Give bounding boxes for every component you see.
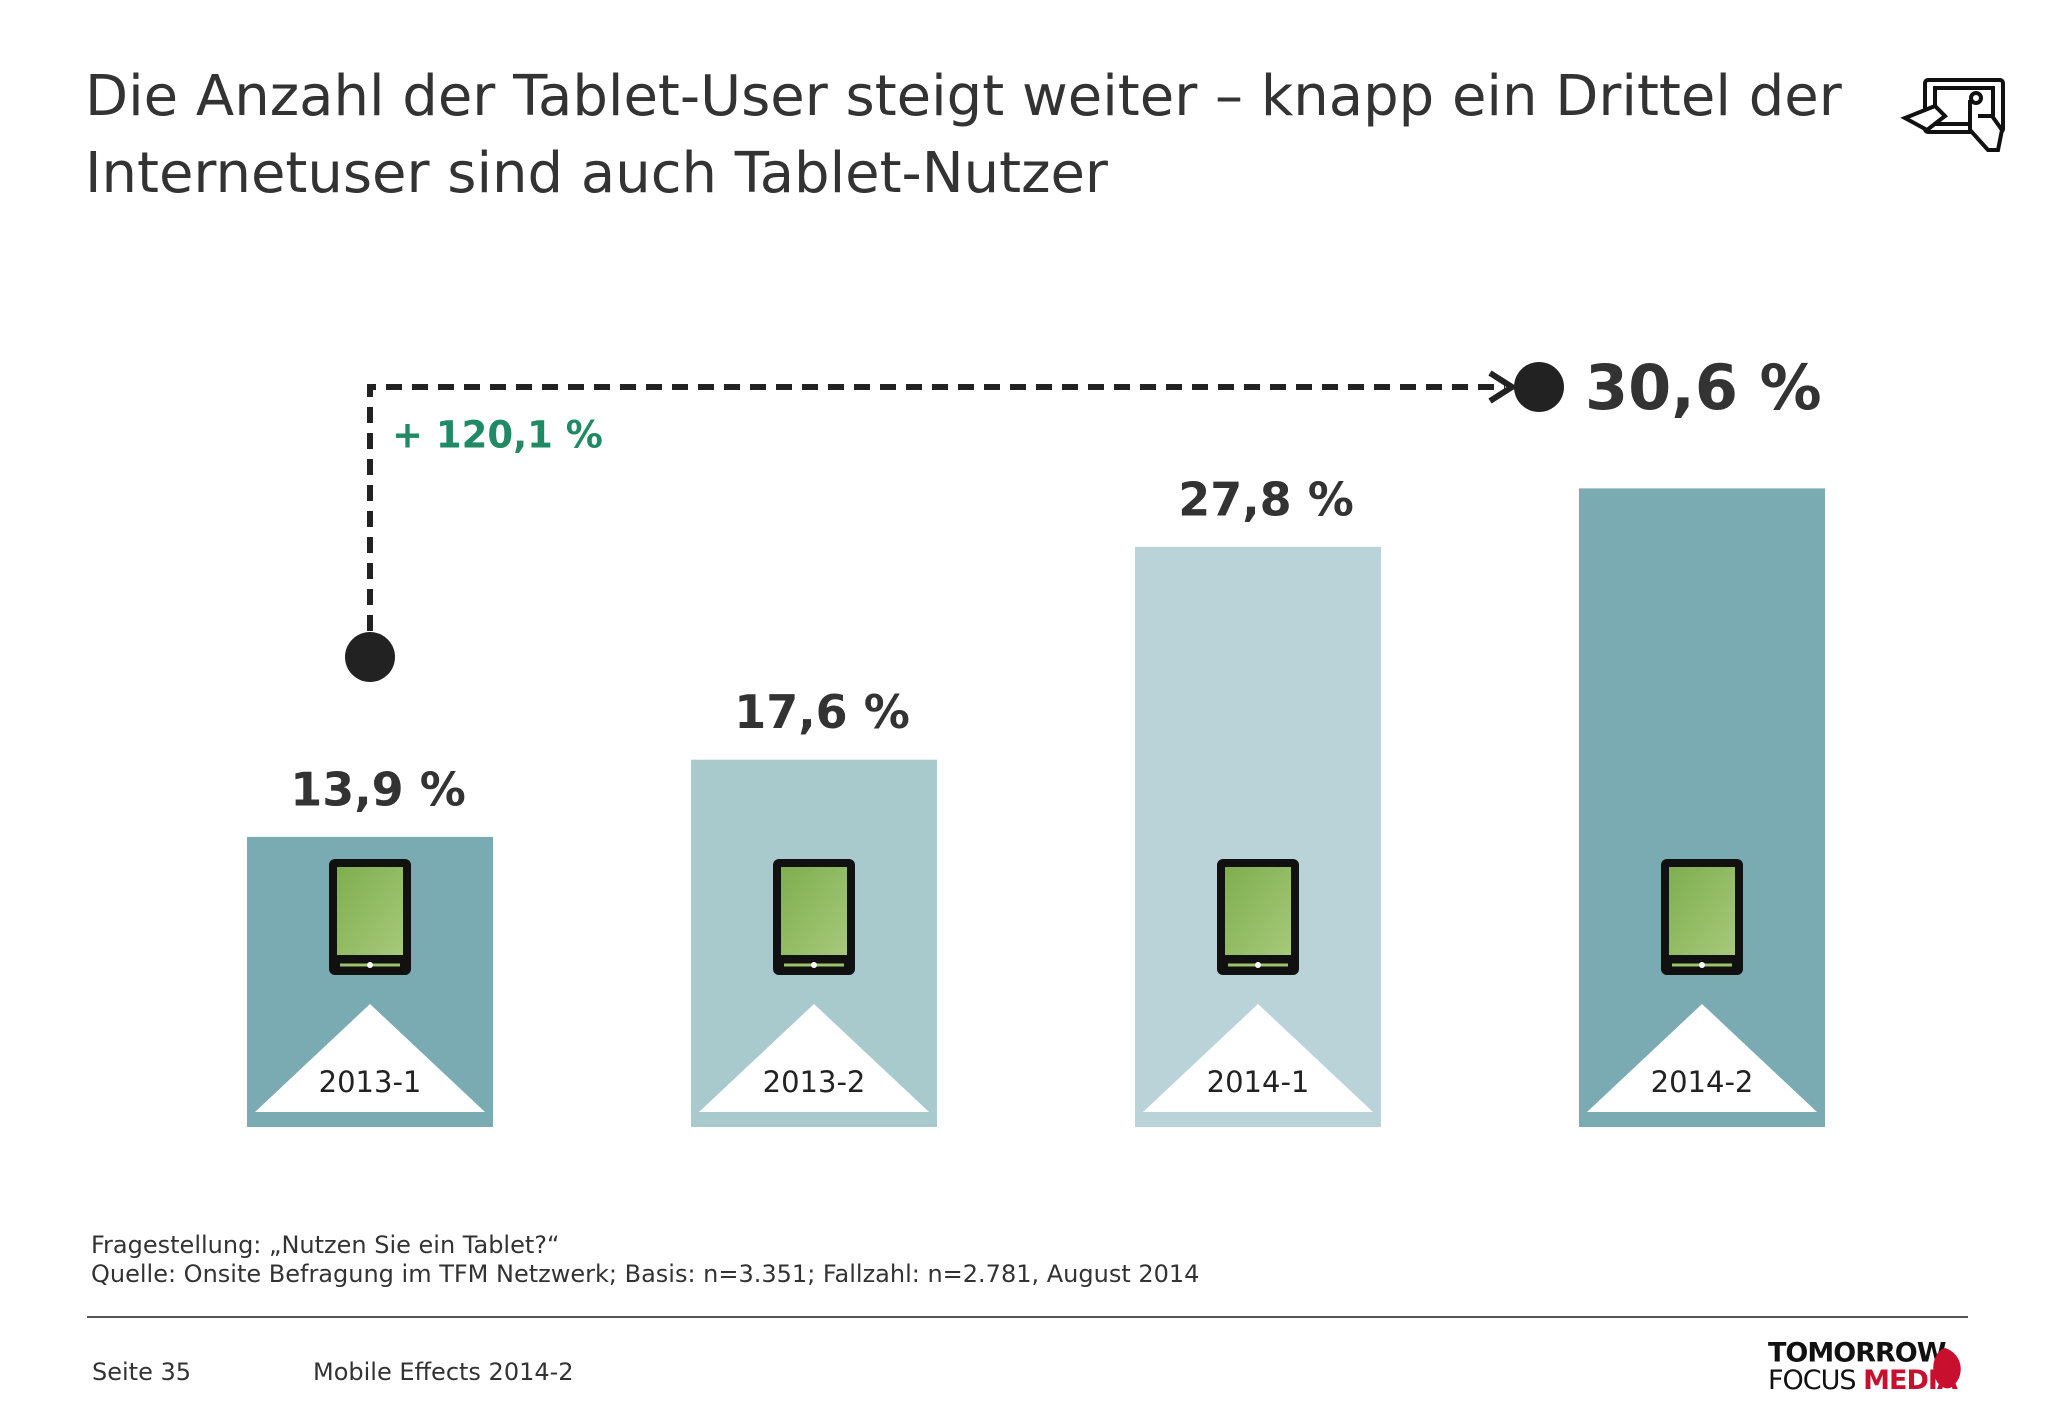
logo-text: TOMORROW <box>1768 1338 1946 1369</box>
growth-annotation: + 120,1 % <box>392 414 603 457</box>
label-triangle <box>1143 1004 1373 1112</box>
x-tick-label: 2014-2 <box>1651 1065 1754 1099</box>
value-label: 27,8 % <box>1178 472 1354 526</box>
x-tick-label: 2014-1 <box>1207 1065 1310 1099</box>
page-number: Seite 35 <box>92 1358 191 1386</box>
label-triangle <box>255 1004 485 1112</box>
value-label: 13,9 % <box>290 762 466 816</box>
footnote: Quelle: Onsite Befragung im TFM Netzwerk… <box>91 1260 1199 1288</box>
tablet-button <box>811 962 817 968</box>
tablet-screen <box>781 867 847 955</box>
footnote: Fragestellung: „Nutzen Sie ein Tablet?“ <box>91 1231 559 1259</box>
tablet-screen <box>1225 867 1291 955</box>
chart-title: Die Anzahl der Tablet-User steigt weiter… <box>85 64 1842 206</box>
tablet-screen <box>1669 867 1735 955</box>
value-label: 17,6 % <box>734 685 910 739</box>
tablet-button <box>1699 962 1705 968</box>
tablet-screen <box>337 867 403 955</box>
report-name: Mobile Effects 2014-2 <box>313 1358 574 1386</box>
label-triangle <box>1587 1004 1817 1112</box>
label-triangle <box>699 1004 929 1112</box>
tablet-touch-icon <box>1900 78 2005 152</box>
tablet-button <box>1255 962 1261 968</box>
tablet-button <box>367 962 373 968</box>
growth-arrow <box>345 362 1564 682</box>
x-tick-label: 2013-2 <box>763 1065 866 1099</box>
x-tick-label: 2013-1 <box>319 1065 422 1099</box>
value-label: 30,6 % <box>1585 351 1822 424</box>
logo-text: FOCUS MEDIA <box>1768 1365 1958 1396</box>
logo-mark <box>1933 1348 1961 1389</box>
